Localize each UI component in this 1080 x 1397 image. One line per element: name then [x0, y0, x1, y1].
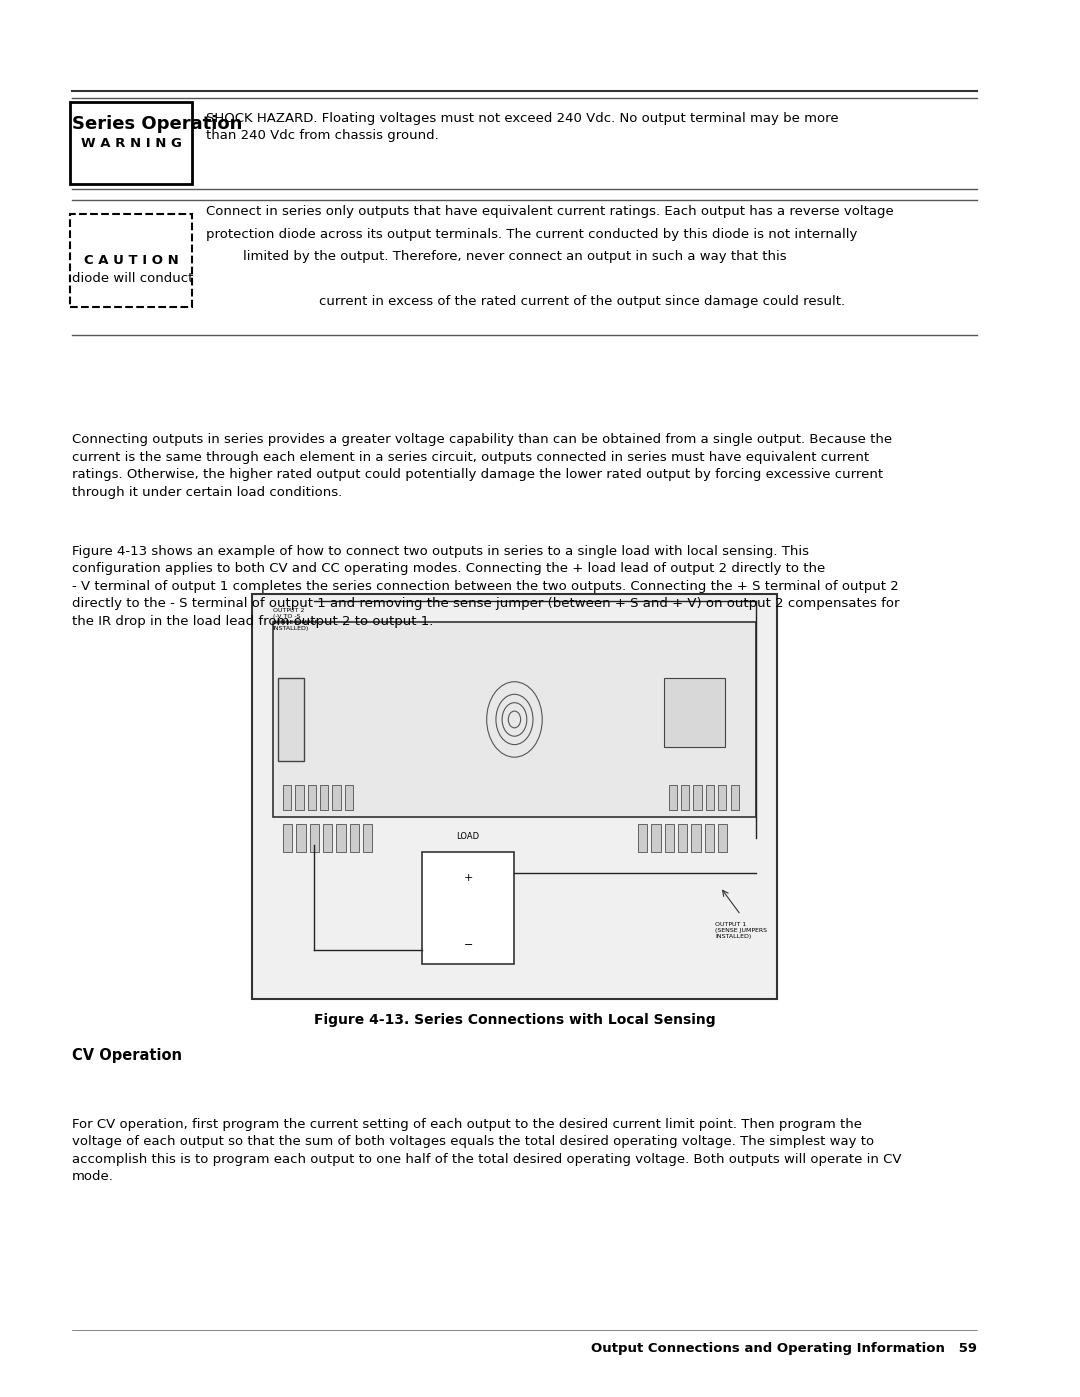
Bar: [663, 678, 726, 747]
Text: Figure 4-13. Series Connections with Local Sensing: Figure 4-13. Series Connections with Loc…: [313, 1013, 715, 1027]
Text: protection diode across its output terminals. The current conducted by this diod: protection diode across its output termi…: [206, 228, 858, 240]
Bar: [310, 824, 319, 852]
Bar: [345, 785, 353, 810]
Text: C A U T I O N: C A U T I O N: [84, 254, 178, 267]
Bar: [350, 824, 359, 852]
Text: Figure 4-13 shows an example of how to connect two outputs in series to a single: Figure 4-13 shows an example of how to c…: [72, 545, 900, 627]
Text: diode will conduct: diode will conduct: [72, 272, 193, 285]
Bar: [651, 824, 661, 852]
Text: Connecting outputs in series provides a greater voltage capability than can be o: Connecting outputs in series provides a …: [72, 433, 892, 499]
Bar: [678, 824, 687, 852]
Bar: [706, 785, 714, 810]
Bar: [422, 852, 514, 964]
Bar: [272, 622, 756, 817]
Bar: [295, 785, 303, 810]
Text: −: −: [463, 940, 473, 950]
Bar: [664, 824, 674, 852]
Bar: [333, 785, 340, 810]
Bar: [296, 824, 306, 852]
Bar: [691, 824, 701, 852]
Text: current in excess of the rated current of the output since damage could result.: current in excess of the rated current o…: [319, 295, 845, 307]
Text: limited by the output. Therefore, never connect an output in such a way that thi: limited by the output. Therefore, never …: [243, 250, 786, 263]
Text: Output Connections and Operating Information   59: Output Connections and Operating Informa…: [592, 1343, 977, 1355]
Text: LOAD: LOAD: [457, 833, 480, 841]
Bar: [693, 785, 702, 810]
Bar: [638, 824, 647, 852]
Text: OUTPUT 2
(-V TO -S
SENSE JUMPER
INSTALLED): OUTPUT 2 (-V TO -S SENSE JUMPER INSTALLE…: [272, 608, 319, 631]
FancyBboxPatch shape: [70, 102, 192, 184]
Bar: [323, 824, 333, 852]
Bar: [730, 785, 739, 810]
Text: Connect in series only outputs that have equivalent current ratings. Each output: Connect in series only outputs that have…: [206, 205, 893, 218]
Bar: [718, 785, 727, 810]
Bar: [681, 785, 689, 810]
Text: SHOCK HAZARD. Floating voltages must not exceed 240 Vdc. No output terminal may : SHOCK HAZARD. Floating voltages must not…: [206, 112, 838, 141]
Text: W A R N I N G: W A R N I N G: [81, 137, 181, 149]
Text: CV Operation: CV Operation: [72, 1048, 183, 1063]
Bar: [363, 824, 373, 852]
Text: Series Operation: Series Operation: [72, 115, 242, 133]
Bar: [308, 785, 315, 810]
Bar: [320, 785, 328, 810]
Text: +: +: [463, 873, 473, 883]
Bar: [705, 824, 714, 852]
Bar: [278, 678, 303, 761]
Bar: [669, 785, 677, 810]
Bar: [283, 824, 293, 852]
Bar: [283, 785, 292, 810]
Text: OUTPUT 1
(SENSE JUMPERS
INSTALLED): OUTPUT 1 (SENSE JUMPERS INSTALLED): [715, 922, 767, 939]
Bar: [337, 824, 346, 852]
Bar: [718, 824, 728, 852]
FancyBboxPatch shape: [70, 214, 192, 307]
Bar: [252, 594, 777, 999]
Text: For CV operation, first program the current setting of each output to the desire: For CV operation, first program the curr…: [72, 1118, 902, 1183]
